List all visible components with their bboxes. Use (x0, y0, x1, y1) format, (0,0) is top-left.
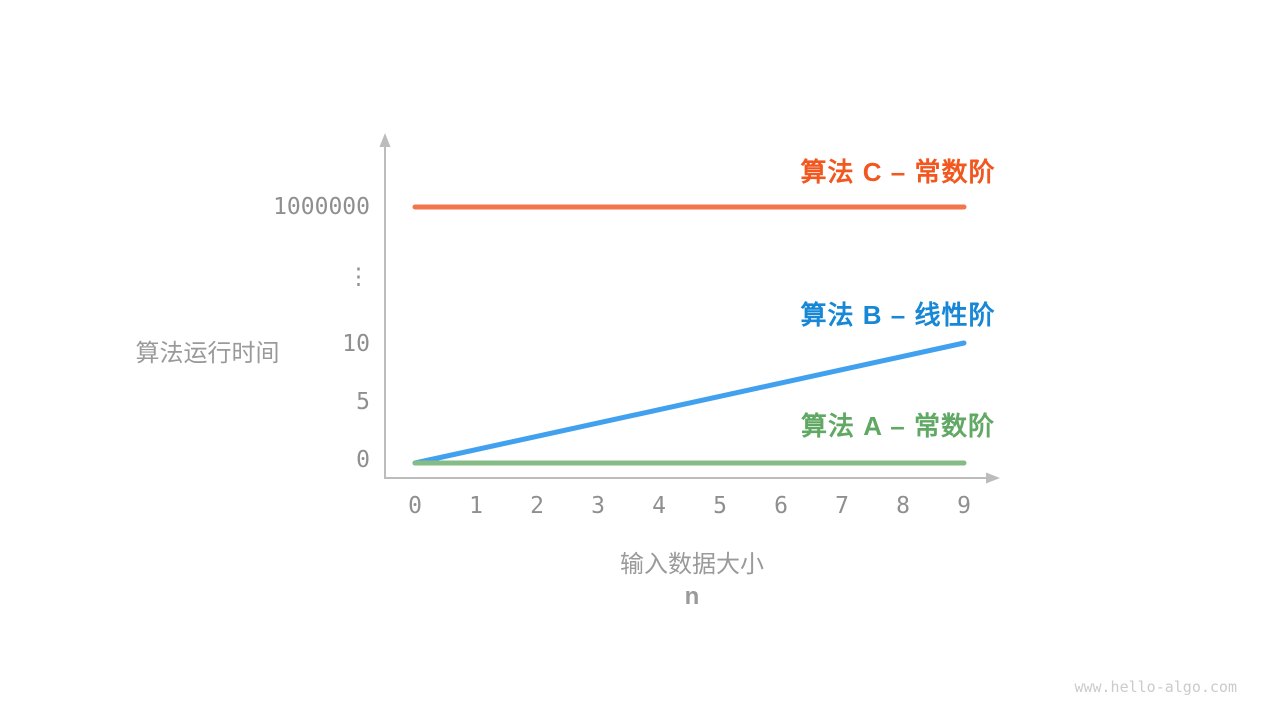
x-tick-label-2: 2 (530, 493, 544, 519)
x-tick-label-5: 5 (713, 493, 727, 519)
x-tick-label-7: 7 (835, 493, 849, 519)
x-axis-symbol: n (684, 583, 700, 610)
y-tick-label-1000000: 1000000 (273, 194, 370, 220)
legend-label-algorithm-c: 算法 C – 常数阶 (800, 157, 996, 187)
y-axis-title: 算法运行时间 (135, 340, 280, 367)
axes (384, 144, 988, 479)
series-line-b (412, 340, 967, 466)
x-tick-label-0: 0 (408, 493, 422, 519)
y-tick-label-10: 10 (342, 331, 370, 357)
y-axis-break-dots: ⋮ (347, 264, 370, 290)
x-axis-arrow-icon (986, 472, 1000, 484)
x-tick-label-4: 4 (652, 493, 666, 519)
x-tick-label-6: 6 (774, 493, 788, 519)
x-tick-label-8: 8 (896, 493, 910, 519)
x-tick-label-1: 1 (469, 493, 483, 519)
y-tick-label-5: 5 (356, 389, 370, 415)
y-tick-label-0: 0 (356, 447, 370, 473)
x-tick-label-9: 9 (957, 493, 971, 519)
legend-label-algorithm-b: 算法 B – 线性阶 (800, 300, 996, 330)
y-axis-arrow-icon (379, 133, 391, 147)
legend-label-algorithm-a: 算法 A – 常数阶 (801, 411, 995, 441)
watermark: www.hello-algo.com (1074, 678, 1237, 696)
axis-arrows (379, 133, 1000, 484)
series-layer (412, 204, 967, 466)
x-axis-title: 输入数据大小 (620, 551, 764, 578)
x-tick-label-3: 3 (591, 493, 605, 519)
